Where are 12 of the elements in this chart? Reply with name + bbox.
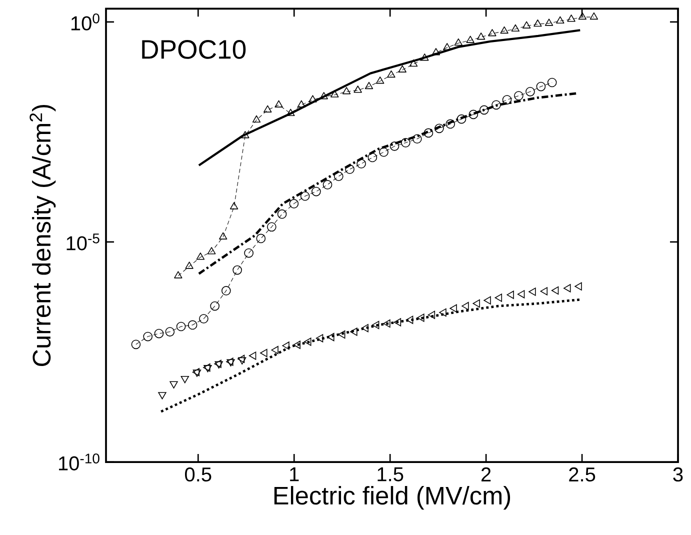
x-tick-label: 1 xyxy=(290,467,299,482)
annotation: DPOC10 xyxy=(142,40,246,59)
x-tick-label: 3 xyxy=(673,467,683,482)
x-axis-title: Electric field (MV/cm) xyxy=(274,486,510,510)
y-tick-label: 10$^{-5}$ xyxy=(66,234,100,250)
x-tick-label: 2 xyxy=(482,467,491,482)
y-tick-label: 10$^{0}$ xyxy=(71,13,100,30)
y-tick-label: 10$^{-10}$ xyxy=(59,454,100,470)
x-tick-label: 2.5 xyxy=(569,467,596,482)
x-tick-label: 1.5 xyxy=(378,467,404,482)
y-axis-title: Current density (A/cm$^{2}$) xyxy=(30,104,56,366)
x-tick-label: 0.5 xyxy=(185,467,212,482)
